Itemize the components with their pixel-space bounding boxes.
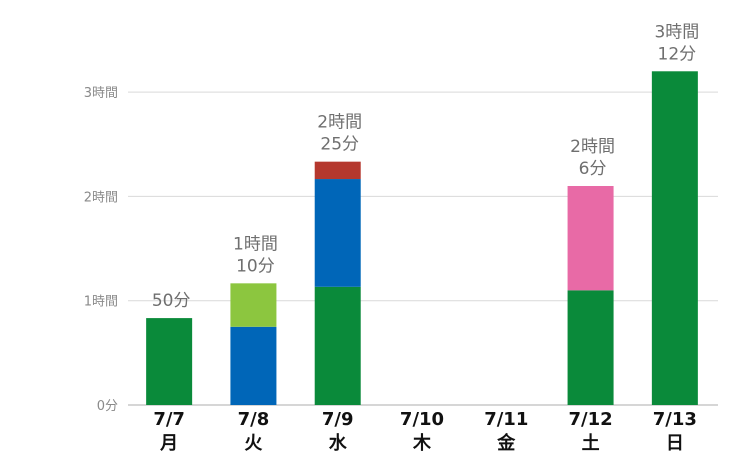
x-tick-day: 金 [496,432,516,454]
bar-segment [230,283,277,327]
y-tick-label: 1時間 [84,295,118,310]
bar-segment [146,318,193,405]
bar-segment [230,326,277,405]
bar-total-label: 50分 [152,291,191,311]
x-axis-ticks: 7/7 月 7/8 火 7/9水 7/10木 7/11金 7/12 土 7/13 日 [153,409,697,454]
x-tick-day: 火 [244,433,263,454]
bars [146,71,698,406]
x-tick-day: 木 [412,432,432,454]
y-axis-ticks: 0分 1時間 2時間 3時間 [84,86,118,414]
x-tick-date: 7/11 [484,409,528,430]
bar-total-label: 12分 [658,44,697,64]
x-tick-day: 月 [159,433,178,454]
x-tick-date: 7/12 [568,409,612,430]
bar-total-label: 2時間 [317,113,362,133]
bar-segment [567,290,614,405]
bar-segment [314,286,361,405]
x-tick-day: 土 [582,433,600,454]
bar-total-label: 1時間 [233,234,278,254]
y-tick-label: 2時間 [84,190,118,205]
x-tick-day: 日 [666,433,684,454]
grid-lines [128,91,718,406]
x-tick-date: 7/7 [153,409,185,430]
x-tick-date: 7/8 [238,409,270,430]
x-tick-date: 7/9 [322,409,354,430]
bar-total-label: 2時間 [570,137,615,157]
bar-total-label: 3時間 [654,22,699,42]
bar-segment [314,179,361,287]
y-tick-label: 0分 [97,399,118,414]
x-tick-date: 7/13 [653,409,697,430]
x-tick-day: 水 [329,432,348,454]
y-tick-label: 3時間 [84,86,118,101]
bar-total-label: 10分 [236,256,275,276]
bar-segment [567,186,614,291]
bar-segment [314,161,361,180]
bar-total-label: 25分 [320,135,359,155]
bar-total-label: 6分 [579,159,607,179]
bar-segment [651,71,698,406]
x-tick-date: 7/10 [400,409,444,430]
